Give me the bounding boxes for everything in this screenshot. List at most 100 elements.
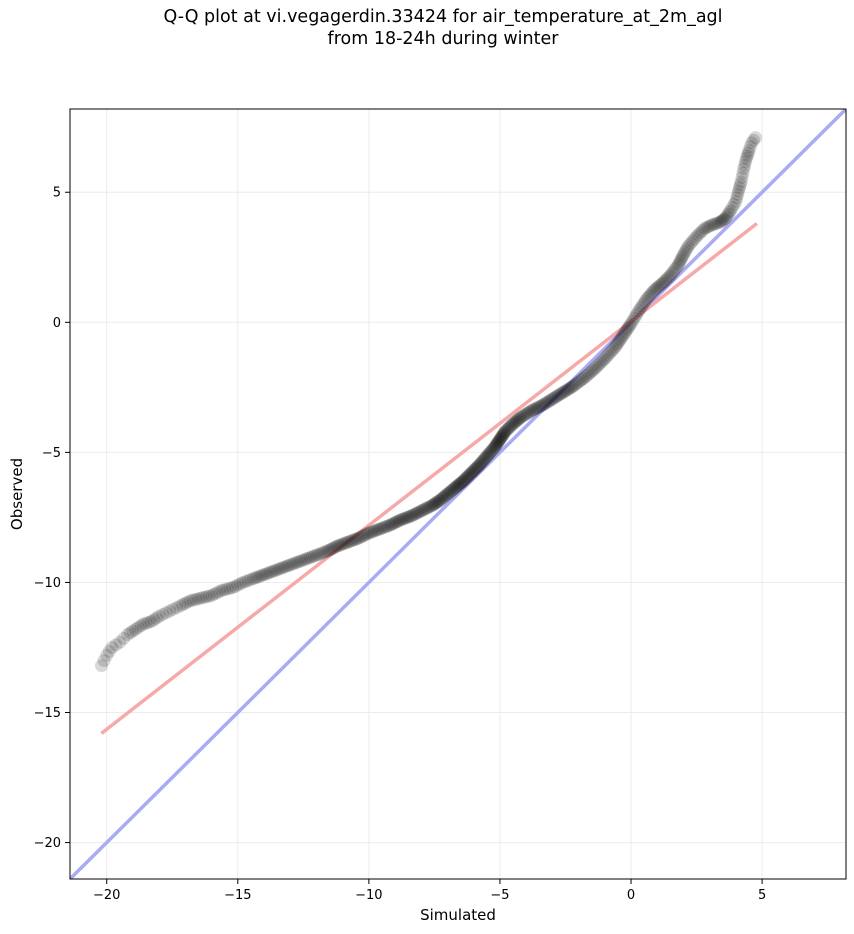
- quantile-point: [733, 178, 747, 192]
- quantile-point: [617, 326, 631, 340]
- quantile-point: [184, 594, 198, 608]
- quantile-point: [577, 371, 591, 385]
- quantile-point: [633, 301, 647, 315]
- quantile-point: [637, 297, 651, 311]
- quantile-point: [274, 561, 288, 575]
- quantile-point: [717, 212, 731, 226]
- quantile-point: [134, 619, 148, 633]
- quantile-point: [630, 306, 644, 320]
- quantile-point: [711, 216, 725, 230]
- quantile-point: [722, 205, 736, 219]
- quantile-point: [249, 571, 263, 585]
- plot-frame: [69, 108, 847, 880]
- quantile-point: [745, 136, 759, 150]
- quantile-point: [490, 436, 504, 450]
- quantile-point: [572, 375, 586, 389]
- quantile-point: [594, 355, 608, 369]
- quantile-point: [545, 392, 559, 406]
- quantile-point: [207, 587, 221, 601]
- quantile-point: [738, 158, 752, 172]
- chart-title-line-2: from 18-24h during winter: [327, 29, 559, 49]
- quantile-point: [451, 478, 465, 492]
- quantile-point: [425, 499, 439, 513]
- quantile-point: [332, 538, 346, 552]
- quantile-point: [553, 387, 567, 401]
- quantile-point: [337, 536, 351, 550]
- quantile-point: [233, 577, 247, 591]
- quantile-point: [320, 544, 334, 558]
- quantile-point: [492, 434, 506, 448]
- quantile-point: [674, 252, 688, 266]
- quantile-point: [464, 466, 478, 480]
- quantile-point: [707, 217, 721, 231]
- quantile-point: [547, 391, 561, 405]
- quantile-point: [433, 494, 447, 508]
- quantile-point: [720, 209, 734, 223]
- quantile-point: [488, 439, 502, 453]
- quantile-point: [395, 512, 409, 526]
- quantile-point: [265, 565, 279, 579]
- quantile-point: [487, 441, 501, 455]
- quantile-point: [477, 453, 491, 467]
- y-tick-label: 5: [53, 186, 61, 201]
- quantile-point: [649, 281, 663, 295]
- quantile-point: [482, 447, 496, 461]
- quantile-point: [680, 241, 694, 255]
- quantile-point: [376, 521, 390, 535]
- quantile-point: [684, 236, 698, 250]
- quantile-point: [562, 382, 576, 396]
- quantile-point: [675, 250, 689, 264]
- quantile-point: [228, 579, 242, 593]
- quantile-point: [371, 523, 385, 537]
- quantile-point: [741, 146, 755, 160]
- quantile-point: [596, 353, 610, 367]
- quantile-point: [646, 285, 660, 299]
- quantile-point: [514, 410, 528, 424]
- quantile-point: [532, 400, 546, 414]
- quantile-point: [570, 376, 584, 390]
- quantile-point: [676, 248, 690, 262]
- quantile-point: [476, 454, 490, 468]
- quantile-point: [497, 427, 511, 441]
- quantile-point: [205, 588, 219, 602]
- quantile-point: [673, 254, 687, 268]
- quantile-point: [734, 175, 748, 189]
- quantile-point: [117, 631, 131, 645]
- quantile-point: [472, 458, 486, 472]
- quantile-point: [392, 514, 406, 528]
- quantile-point: [491, 435, 505, 449]
- quantile-point: [678, 245, 692, 259]
- quantile-point: [660, 272, 674, 286]
- quantile-point: [489, 438, 503, 452]
- reference-lines: [70, 109, 846, 879]
- quantile-point: [334, 538, 348, 552]
- quantile-point: [220, 582, 234, 596]
- fit-line: [100, 222, 758, 735]
- quantile-point: [505, 418, 519, 432]
- quantile-point: [742, 144, 756, 158]
- quantile-point: [467, 463, 481, 477]
- quantile-point: [498, 425, 512, 439]
- quantile-point: [330, 539, 344, 553]
- quantile-point: [665, 266, 679, 280]
- quantile-point: [303, 550, 317, 564]
- quantile-point: [194, 591, 208, 605]
- quantile-point: [436, 491, 450, 505]
- quantile-point: [191, 592, 205, 606]
- quantile-point: [535, 399, 549, 413]
- quantile-point: [291, 555, 305, 569]
- quantile-point: [541, 395, 555, 409]
- quantile-point: [648, 283, 662, 297]
- quantile-point: [662, 270, 676, 284]
- quantile-point: [411, 505, 425, 519]
- quantile-point: [344, 534, 358, 548]
- quantile-point: [439, 488, 453, 502]
- quantile-point: [413, 505, 427, 519]
- quantile-point: [461, 469, 475, 483]
- quantile-point: [272, 562, 286, 576]
- y-tick-label: −15: [34, 706, 61, 721]
- quantile-point: [490, 437, 504, 451]
- quantile-point: [486, 442, 500, 456]
- grid: [70, 109, 846, 879]
- quantile-point: [524, 404, 538, 418]
